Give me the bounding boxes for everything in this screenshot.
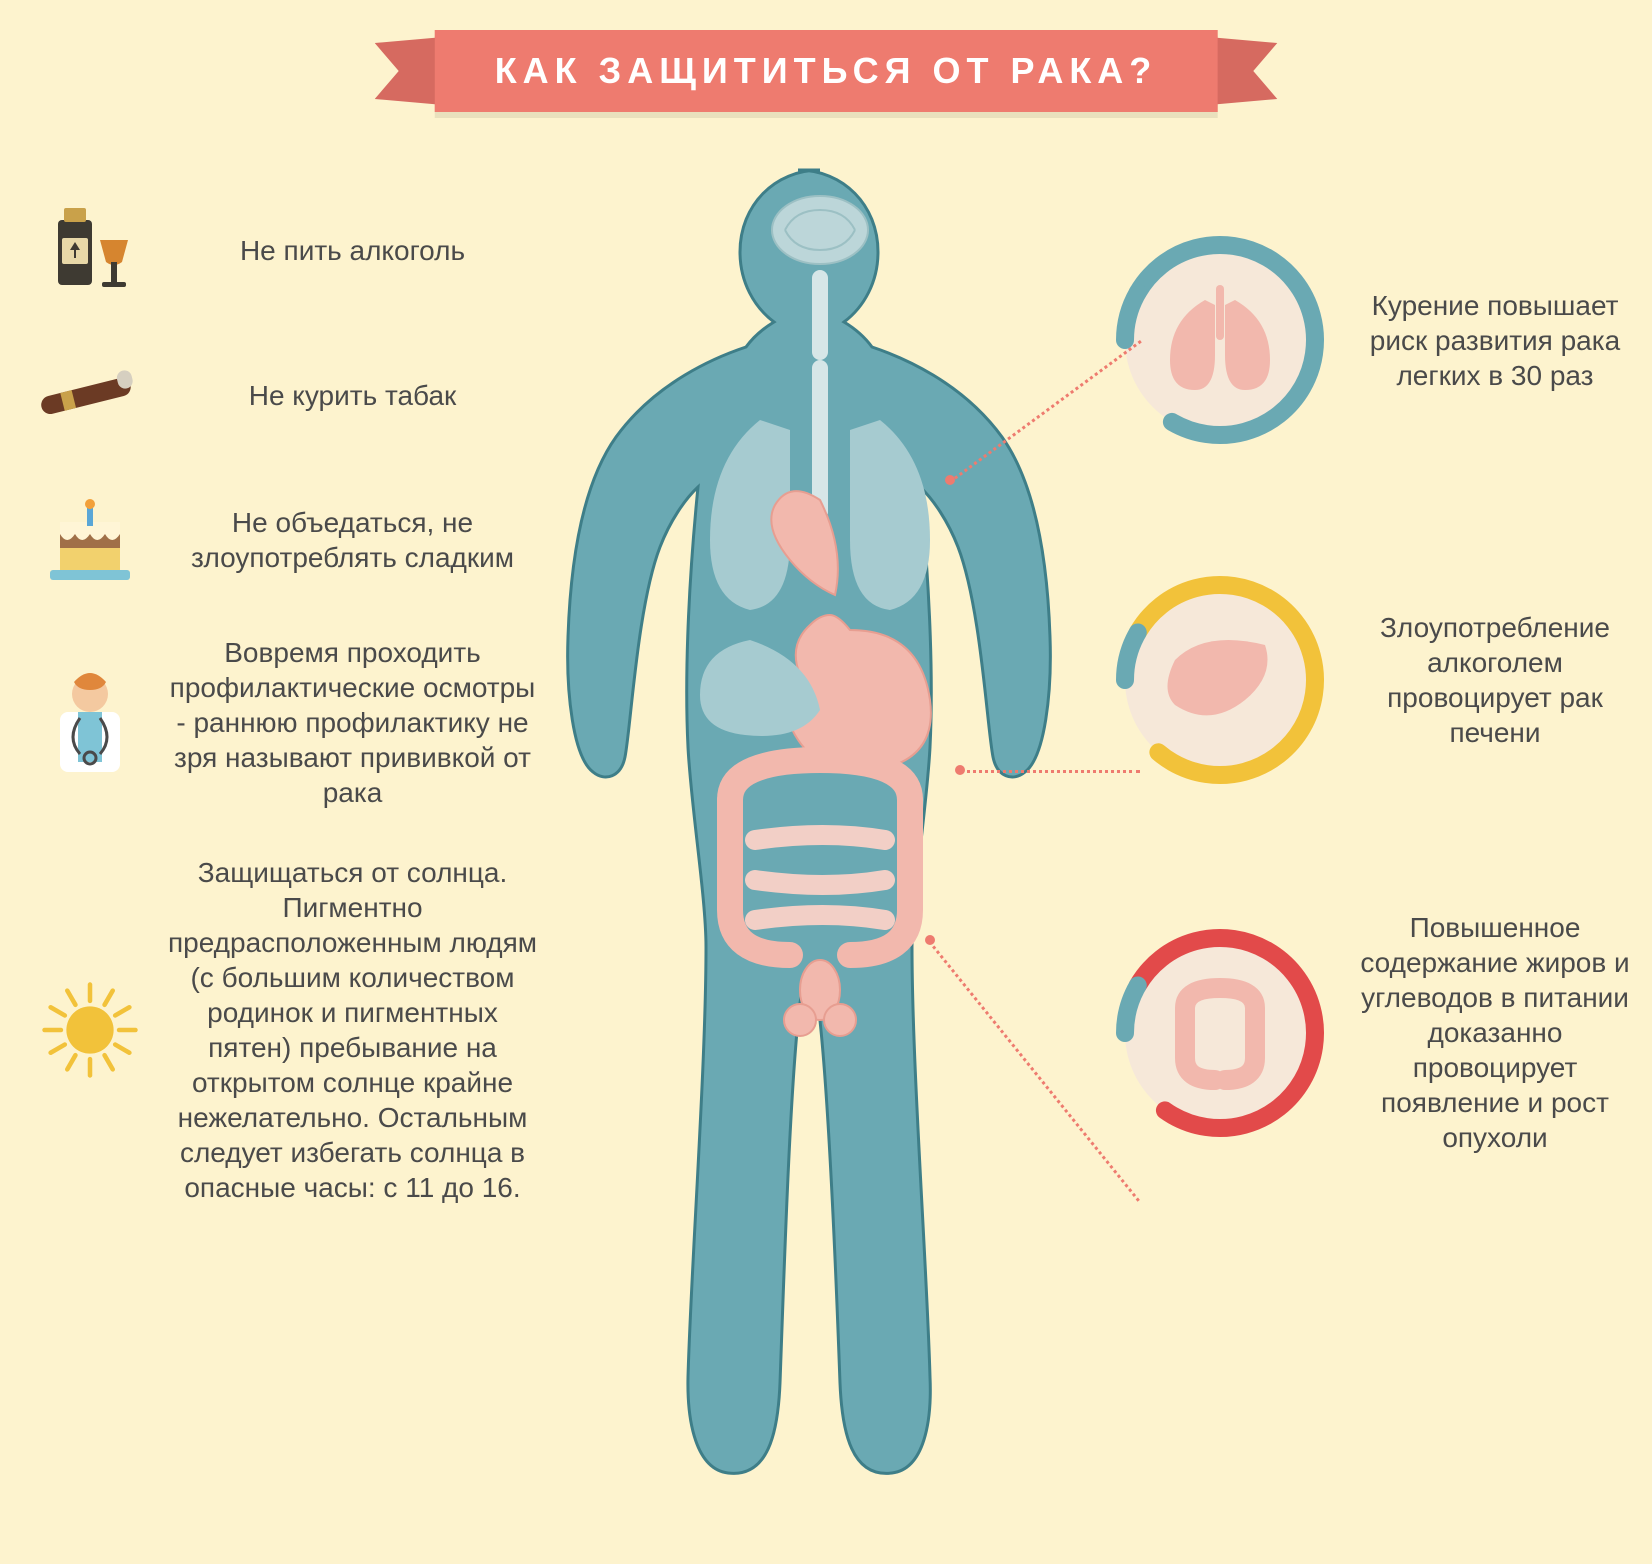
- human-silhouette: [568, 170, 1051, 1473]
- tip-row: Не курить табак: [40, 345, 540, 445]
- tip-row: Не пить алкоголь: [40, 200, 540, 300]
- title-ribbon: КАК ЗАЩИТИТЬСЯ ОТ РАКА?: [375, 30, 1278, 112]
- lungs-icon: [1150, 270, 1290, 410]
- cigar-icon: [40, 345, 140, 445]
- human-figure: [560, 160, 1080, 1510]
- colon-icon: [1150, 963, 1290, 1103]
- risks-column: Курение повышает риск развития рака легк…: [1110, 230, 1630, 1275]
- risk-text: Повышенное содержание жиров и углеводов …: [1360, 910, 1630, 1155]
- risk-circle: [1110, 923, 1330, 1143]
- connector-dot: [945, 475, 955, 485]
- brain-icon: [772, 196, 868, 264]
- risk-circle: [1110, 230, 1330, 450]
- tip-row: Вовремя проходить профилактические осмот…: [40, 635, 540, 810]
- tip-row: Защищаться от солнца. Пигментно предрасп…: [40, 855, 540, 1205]
- tip-text: Не курить табак: [165, 378, 540, 413]
- tip-text: Не объедаться, не злоупотреблять сладким: [165, 505, 540, 575]
- connector-dot: [925, 935, 935, 945]
- risk-row: Злоупотребление алкоголем провоцирует ра…: [1110, 570, 1630, 790]
- connector-line: [960, 770, 1140, 773]
- tip-text: Защищаться от солнца. Пигментно предрасп…: [165, 855, 540, 1205]
- bottle-icon: [40, 200, 140, 300]
- liver-icon: [1150, 610, 1290, 750]
- tips-column: Не пить алкоголь Не курить табак Не объе…: [40, 200, 540, 1250]
- connector-dot: [955, 765, 965, 775]
- sun-icon: [40, 980, 140, 1080]
- risk-row: Повышенное содержание жиров и углеводов …: [1110, 910, 1630, 1155]
- risk-row: Курение повышает риск развития рака легк…: [1110, 230, 1630, 450]
- tip-text: Вовремя проходить профилактические осмот…: [165, 635, 540, 810]
- page-title: КАК ЗАЩИТИТЬСЯ ОТ РАКА?: [435, 30, 1218, 112]
- risk-text: Курение повышает риск развития рака легк…: [1360, 288, 1630, 393]
- tip-row: Не объедаться, не злоупотреблять сладким: [40, 490, 540, 590]
- doctor-icon: [40, 673, 140, 773]
- risk-circle: [1110, 570, 1330, 790]
- cake-icon: [40, 490, 140, 590]
- risk-text: Злоупотребление алкоголем провоцирует ра…: [1360, 610, 1630, 750]
- tip-text: Не пить алкоголь: [165, 233, 540, 268]
